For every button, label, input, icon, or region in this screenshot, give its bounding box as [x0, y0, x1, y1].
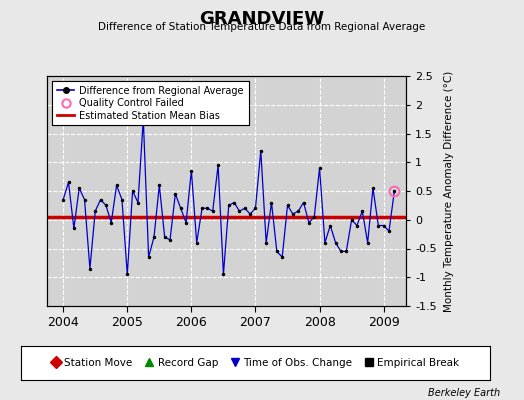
- Legend: Station Move, Record Gap, Time of Obs. Change, Empirical Break: Station Move, Record Gap, Time of Obs. C…: [48, 354, 463, 372]
- Text: Difference of Station Temperature Data from Regional Average: Difference of Station Temperature Data f…: [99, 22, 425, 32]
- Legend: Difference from Regional Average, Quality Control Failed, Estimated Station Mean: Difference from Regional Average, Qualit…: [52, 81, 248, 126]
- Text: GRANDVIEW: GRANDVIEW: [200, 10, 324, 28]
- Y-axis label: Monthly Temperature Anomaly Difference (°C): Monthly Temperature Anomaly Difference (…: [444, 70, 454, 312]
- Text: Berkeley Earth: Berkeley Earth: [428, 388, 500, 398]
